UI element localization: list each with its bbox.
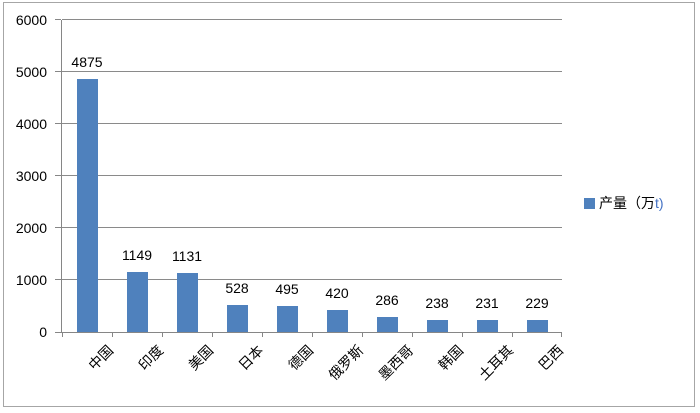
bar-俄罗斯[interactable] [326, 310, 348, 332]
x-axis-tick [262, 332, 263, 337]
y-axis-tick [55, 19, 61, 20]
legend-series-marker-icon [584, 197, 595, 209]
bar-value-label: 229 [525, 295, 549, 312]
legend-label: 产量（万t) [599, 195, 664, 211]
bar-土耳其[interactable] [476, 320, 498, 332]
bar-美国[interactable] [176, 273, 198, 332]
x-axis-tick [212, 332, 213, 337]
x-axis-tick [312, 332, 313, 337]
y-axis-label: 4000 [15, 116, 47, 132]
bar-日本[interactable] [226, 304, 248, 332]
bar-中国[interactable] [76, 78, 98, 332]
bar-value-label: 238 [425, 294, 449, 311]
bar-value-label: 420 [325, 285, 349, 302]
y-axis-tick [55, 71, 61, 72]
y-axis-tick [55, 279, 61, 280]
bar-韩国[interactable] [426, 319, 448, 332]
x-axis-tick [62, 332, 63, 337]
x-axis-tick [512, 332, 513, 337]
x-axis-tick [162, 332, 163, 337]
gridline [62, 175, 562, 176]
x-axis-tick [112, 332, 113, 337]
plot-area: 0 1000 2000 3000 4000 5000 6000 4875 中国 1149 印度 113… [16, 12, 566, 383]
bar-value-label: 4875 [71, 53, 103, 70]
y-axis-tick [55, 123, 61, 124]
bar-value-label: 231 [475, 295, 499, 311]
y-axis-label: 6000 [15, 12, 47, 28]
bar-value-label: 286 [375, 292, 399, 309]
bar-印度[interactable] [126, 272, 148, 332]
gridline [62, 227, 562, 228]
y-axis-label: 5000 [15, 64, 47, 80]
y-axis-label: 0 [39, 324, 47, 340]
y-axis-label: 3000 [15, 168, 47, 184]
x-axis-tick [412, 332, 413, 337]
chart-frame [3, 2, 695, 407]
gridline [62, 279, 562, 280]
y-axis-label: 1000 [15, 272, 47, 288]
y-axis-label: 2000 [15, 220, 47, 236]
x-axis-tick [462, 332, 463, 337]
bar-德国[interactable] [276, 306, 298, 332]
x-axis-tick [561, 332, 562, 337]
bar-value-label: 1131 [171, 248, 203, 265]
bar-value-label: 495 [275, 281, 299, 298]
y-axis-tick [55, 175, 61, 176]
y-axis-tick [55, 332, 61, 333]
x-axis-tick [362, 332, 363, 337]
bar-value-label: 1149 [121, 247, 153, 264]
gridline [62, 71, 562, 72]
bar-巴西[interactable] [526, 320, 548, 332]
gridline [62, 19, 562, 20]
legend[interactable]: 产量（万t) [584, 194, 664, 212]
y-axis-tick [55, 227, 61, 228]
gridline [62, 123, 562, 124]
bar-value-label: 528 [225, 279, 249, 296]
bar-墨西哥[interactable] [376, 317, 398, 332]
